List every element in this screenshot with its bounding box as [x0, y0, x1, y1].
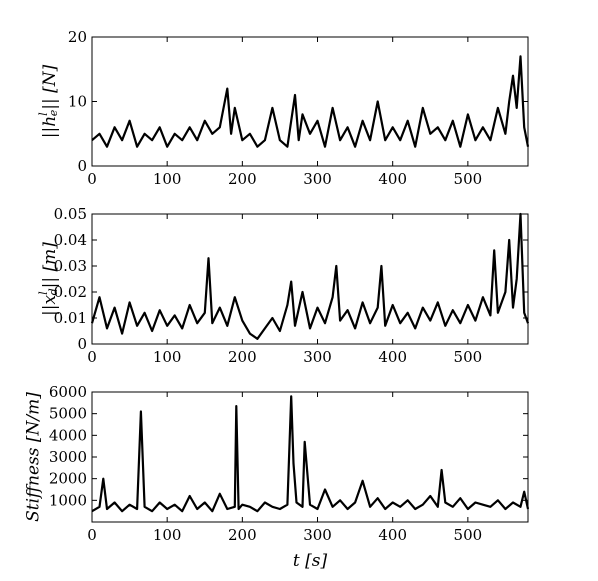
y-tick-label: 0.01	[54, 309, 87, 327]
y-tick-label: 10	[68, 93, 87, 111]
x-tick-label: 400	[378, 526, 407, 544]
x-tick-label: 0	[87, 170, 97, 188]
y-tick-label: 0.03	[54, 257, 87, 275]
x-tick-label: 100	[153, 348, 182, 366]
x-tick-label: 300	[303, 170, 332, 188]
x-tick-label: 500	[454, 526, 483, 544]
series-line	[91, 55, 530, 148]
y-tick-label: 20	[68, 28, 87, 46]
y-tick-label: 1000	[49, 491, 87, 509]
x-tick-label: 400	[378, 170, 407, 188]
y-axis-label: ||hle|| [N]	[37, 64, 60, 138]
x-tick-label: 300	[303, 526, 332, 544]
y-tick-label: 0	[77, 335, 87, 353]
series-line	[90, 212, 530, 340]
y-tick-label: 6000	[49, 383, 87, 401]
x-axis-label: t [s]	[293, 551, 328, 571]
x-tick-label: 200	[228, 348, 257, 366]
axes-frame	[91, 213, 529, 345]
y-axis-label: ||xld|| [m]	[37, 242, 60, 316]
y-tick-label: 5000	[49, 405, 87, 423]
stiffness-plot: 0 100 200 300 400 500 1000 2000 3000 4000 5000 6000…	[24, 383, 530, 571]
x-tick-label: 400	[378, 348, 407, 366]
y-tick-label: 4000	[49, 426, 87, 444]
y-tick-label: 2000	[49, 470, 87, 488]
y-tick-label: 0.02	[54, 283, 87, 301]
axes-frame	[91, 36, 529, 167]
force-norm-plot: 0 100 200 300 400 500 0 10 20 ||hle|| [N]	[37, 28, 530, 188]
x-tick-label: 500	[454, 348, 483, 366]
x-tick-label: 200	[228, 526, 257, 544]
x-tick-label: 100	[153, 526, 182, 544]
displacement-norm-plot: 0 100 200 300 400 500 0 0.01 0.02 0.03 0.04 0.05 ||x…	[37, 205, 530, 366]
x-tick-label: 0	[87, 348, 97, 366]
y-tick-label: 0	[77, 157, 87, 175]
x-tick-label: 300	[303, 348, 332, 366]
y-axis-label: Stiffness [N/m]	[24, 392, 44, 522]
x-tick-label: 100	[153, 170, 182, 188]
x-tick-label: 200	[228, 170, 257, 188]
series-line	[91, 395, 530, 513]
y-tick-label: 3000	[49, 448, 87, 466]
x-tick-label: 500	[454, 170, 483, 188]
y-tick-label: 0.05	[54, 205, 87, 223]
y-tick-label: 0.04	[54, 231, 87, 249]
x-tick-label: 0	[87, 526, 97, 544]
